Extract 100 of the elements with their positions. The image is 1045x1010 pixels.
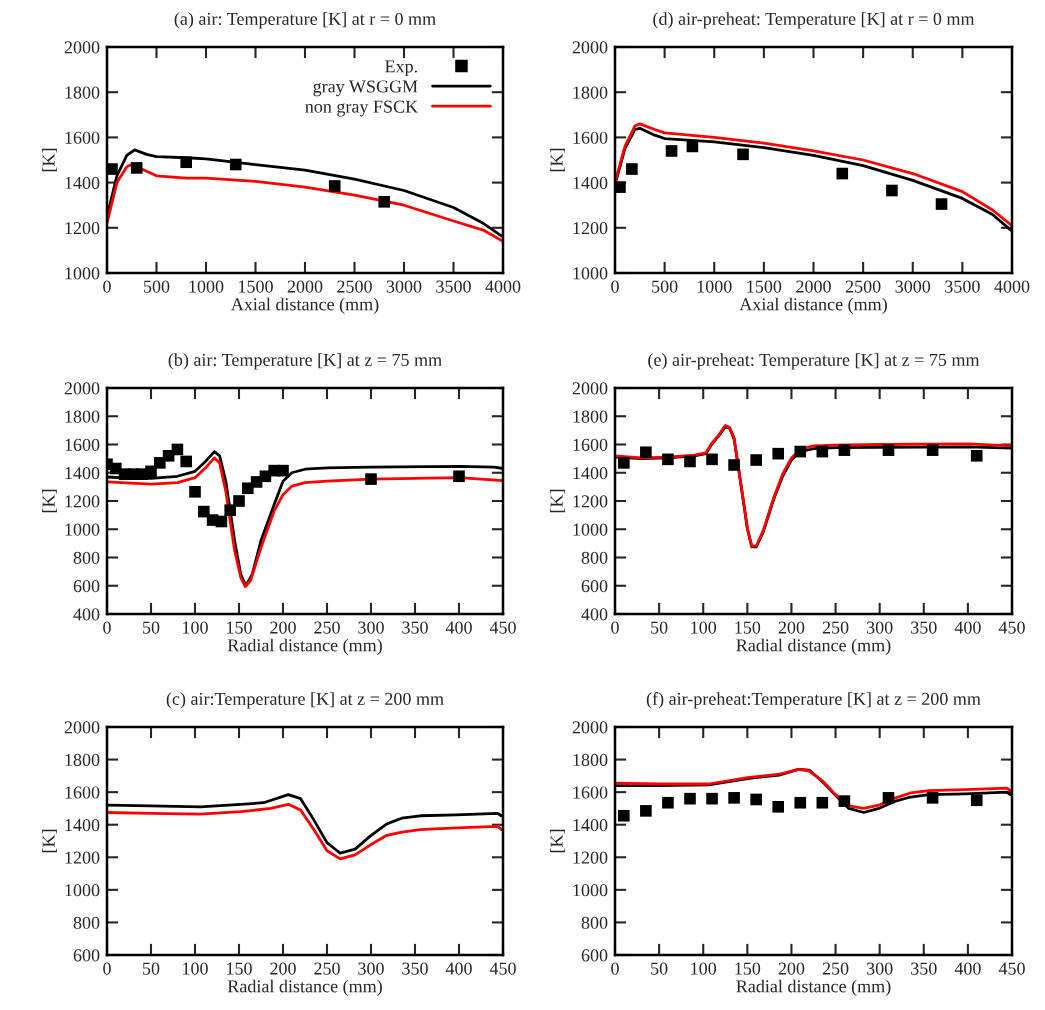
y-tick-label: 1600 <box>65 786 100 799</box>
chart-title: (d) air-preheat: Temperature [K] at r = 0 mm <box>653 12 975 29</box>
point <box>640 446 652 459</box>
x-tick-label: 50 <box>143 962 160 975</box>
y-tick-label: 1200 <box>573 495 608 508</box>
y-tick-label: 800 <box>581 916 608 929</box>
x-tick-label: 2500 <box>845 280 881 293</box>
y-tick-label: 600 <box>73 949 100 962</box>
y-axis-title: [K] <box>550 829 565 853</box>
y-tick-label: 1800 <box>573 410 608 423</box>
y-tick-label: 1600 <box>573 786 608 799</box>
x-tick-label: 150 <box>227 621 252 634</box>
x-tick-label: 200 <box>270 621 296 634</box>
x-tick-label: 0 <box>611 621 619 634</box>
y-tick-label: 1000 <box>65 267 100 280</box>
point <box>684 792 696 805</box>
point <box>706 792 718 805</box>
y-tick-label: 1000 <box>573 884 608 897</box>
legend-label: non gray FSCK <box>305 100 418 117</box>
point <box>686 140 699 153</box>
y-axis-title: [K] <box>42 829 57 853</box>
point <box>970 449 983 462</box>
x-tick-label: 3000 <box>895 280 931 293</box>
x-tick-label: 100 <box>691 962 717 975</box>
point <box>328 180 341 192</box>
y-tick-label: 1800 <box>573 86 608 99</box>
y-tick-label: 2000 <box>572 41 608 54</box>
x-tick-label: 100 <box>183 962 208 975</box>
y-tick-label: 1400 <box>65 467 100 480</box>
x-tick-label: 1000 <box>697 280 732 293</box>
point <box>772 447 785 460</box>
point <box>737 148 749 161</box>
chart-title: (f) air-preheat:Temperature [K] at z = 200 mm <box>646 692 981 709</box>
y-tick-label: 1600 <box>65 131 100 144</box>
x-tick-label: 200 <box>778 621 805 634</box>
x-tick-label: 350 <box>402 621 428 634</box>
y-tick-label: 800 <box>73 551 100 564</box>
y-tick-label: 2000 <box>572 721 608 734</box>
x-tick-label: 2500 <box>337 280 372 293</box>
x-tick-label: 400 <box>954 962 981 975</box>
x-tick-label: 50 <box>651 962 668 975</box>
point <box>794 445 807 458</box>
x-tick-label: 250 <box>314 621 340 634</box>
point <box>772 800 785 813</box>
point <box>838 795 851 807</box>
chart-title: (b) air: Temperature [K] at z = 75 mm <box>168 353 442 370</box>
x-tick-label: 200 <box>270 962 296 975</box>
legend-label: Exp. <box>385 60 417 77</box>
line-series <box>107 163 503 243</box>
y-axis-title: [K] <box>550 148 565 172</box>
point <box>233 495 245 507</box>
point <box>197 505 210 518</box>
x-tick-label: 0 <box>611 280 619 293</box>
y-tick-label: 1000 <box>573 523 608 536</box>
x-tick-label: 3000 <box>386 280 422 293</box>
x-tick-label: 450 <box>998 621 1025 634</box>
x-tick-label: 1500 <box>747 280 782 293</box>
point <box>750 793 762 806</box>
y-tick-label: 1000 <box>65 523 100 536</box>
point <box>750 454 762 466</box>
x-tick-label: 0 <box>103 621 111 634</box>
point <box>794 796 807 809</box>
y-tick-label: 800 <box>581 551 608 564</box>
point <box>836 167 849 180</box>
x-tick-label: 500 <box>652 280 678 293</box>
x-tick-label: 2000 <box>287 280 323 293</box>
x-tick-label: 400 <box>445 621 472 634</box>
point <box>180 156 193 169</box>
y-tick-label: 1800 <box>573 753 608 767</box>
point <box>640 805 652 817</box>
point <box>618 457 630 469</box>
y-axis-title: [K] <box>42 148 57 172</box>
y-tick-label: 400 <box>581 608 608 621</box>
y-tick-label: 1200 <box>65 495 100 508</box>
x-tick-label: 400 <box>445 962 472 975</box>
y-axis-title: [K] <box>42 489 57 513</box>
x-tick-label: 0 <box>103 280 111 293</box>
x-tick-label: 1000 <box>189 280 224 293</box>
chart-title: (a) air: Temperature [K] at r = 0 mm <box>174 12 436 29</box>
point <box>882 792 895 804</box>
y-tick-label: 800 <box>73 916 100 929</box>
point <box>145 465 157 478</box>
x-tick-label: 1500 <box>239 280 273 293</box>
point <box>882 444 895 456</box>
point <box>706 453 718 466</box>
x-tick-label: 400 <box>954 621 981 634</box>
y-tick-label: 2000 <box>64 382 100 395</box>
chart-title: (c) air:Temperature [K] at z = 200 mm <box>166 692 444 709</box>
x-tick-label: 500 <box>144 280 170 293</box>
point <box>926 792 939 804</box>
x-tick-label: 450 <box>489 962 516 975</box>
y-tick-label: 2000 <box>572 382 608 395</box>
point <box>107 163 118 175</box>
legend-label: gray WSGGM <box>313 80 418 97</box>
x-tick-label: 200 <box>778 962 805 975</box>
x-tick-label: 150 <box>735 962 761 975</box>
x-tick-label: 4000 <box>994 280 1030 293</box>
point <box>665 145 678 157</box>
x-tick-label: 150 <box>227 962 252 975</box>
y-tick-label: 1400 <box>573 818 608 832</box>
